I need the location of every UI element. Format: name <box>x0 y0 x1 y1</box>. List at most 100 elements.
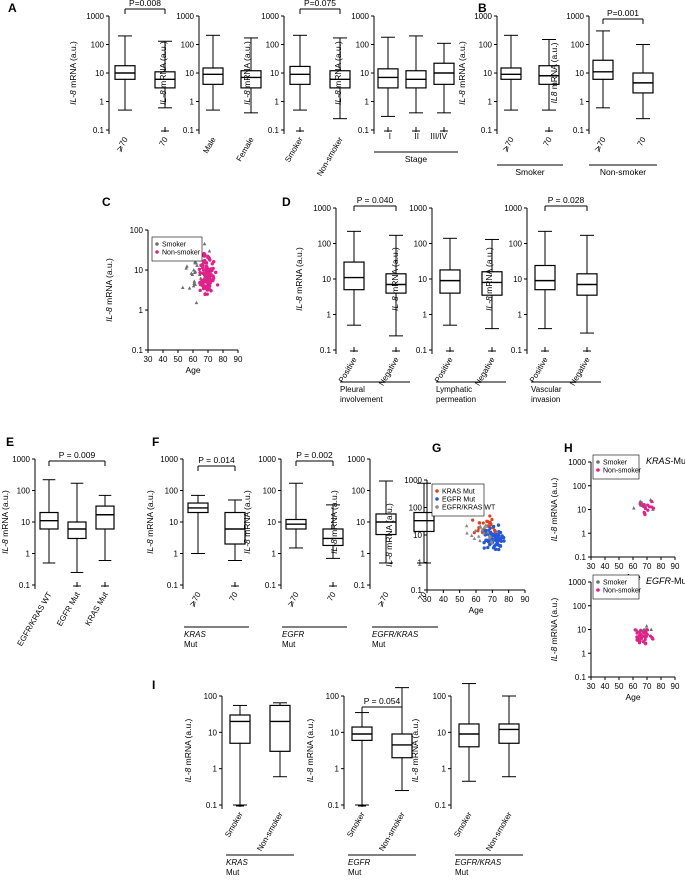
x-tick-label: 30 <box>587 562 596 571</box>
data-point-egfr <box>491 533 495 538</box>
y-tick-label: 1000 <box>404 476 422 485</box>
y-tick-label: 10 <box>134 266 143 275</box>
y-axis-label-gene: IL-8 <box>333 90 343 105</box>
y-axis-label-gene: IL-8 <box>484 296 494 311</box>
box-1 <box>592 30 614 109</box>
p-value-label: P = 0.054 <box>364 696 401 706</box>
data-point-nonsmoker <box>204 261 209 265</box>
group-label: Vascular <box>531 385 562 394</box>
box-1 <box>375 480 397 564</box>
y-tick-label: 10 <box>577 626 586 635</box>
data-point-wt <box>490 540 494 544</box>
y-tick-label: 0.1 <box>328 801 340 810</box>
y-axis-label-unit: mRNA (a.u.) <box>104 258 114 307</box>
legend-box <box>431 483 485 517</box>
panel-letter-D: D <box>282 195 291 209</box>
data-point-nonsmoker <box>643 506 648 511</box>
y-axis-label: IL-8 mRNA (a.u.) <box>390 247 400 311</box>
y-tick-label: 10 <box>330 728 339 737</box>
y-axis-label-unit: mRNA (a.u.) <box>329 490 339 539</box>
group-label: Mut <box>282 640 296 649</box>
x-category-label: Smoker <box>283 135 305 164</box>
data-point-nonsmoker <box>641 639 645 644</box>
panel-I-1-boxplot: 100 10 1 0.1 IL-8 mRNA (a.u.) Smoker Non-smoke… <box>183 692 294 877</box>
y-tick-label: 0.1 <box>268 126 280 135</box>
box-iqr <box>592 59 614 80</box>
y-tick-label: 10 <box>577 506 586 515</box>
y-tick-label: 100 <box>573 602 587 611</box>
data-point-wt <box>476 534 481 538</box>
x-tick-label: 90 <box>234 355 243 364</box>
data-point-smoker <box>632 506 636 510</box>
data-point-nonsmoker <box>208 269 213 273</box>
x-tick-label: 50 <box>174 355 183 364</box>
scatter-title-suffix: -Mut <box>671 576 685 586</box>
data-point-kras <box>489 523 493 527</box>
data-point-nonsmoker <box>641 504 645 508</box>
data-point-egfr <box>499 539 504 543</box>
group-label: Mut <box>455 868 469 877</box>
y-tick-label: 1 <box>361 550 366 559</box>
box-1 <box>39 479 59 564</box>
data-point-kras <box>471 518 475 522</box>
data-point-nonsmoker <box>646 508 650 512</box>
group-label: EGFR/KRAS <box>372 630 419 639</box>
group-label: Mut <box>226 868 240 877</box>
data-point-nonsmoker <box>638 502 642 506</box>
data-point-nonsmoker <box>202 258 207 263</box>
data-point-wt <box>480 527 485 532</box>
y-tick-label: 0.1 <box>93 126 105 135</box>
data-point-egfr <box>500 534 504 538</box>
y-tick-label: 0.1 <box>481 126 493 135</box>
scatter-title-gene: EGFR <box>646 576 672 586</box>
y-tick-label: 0.1 <box>416 346 428 355</box>
data-point-egfr <box>484 538 489 542</box>
box-2 <box>154 40 176 132</box>
group-label: invasion <box>531 395 560 404</box>
y-axis-label-gene: IL-8 <box>305 767 315 782</box>
data-point-nonsmoker <box>645 627 649 632</box>
y-axis-label: IL-8 mRNA (a.u.) <box>0 490 10 554</box>
y-axis-label-unit: mRNA (a.u.) <box>390 247 400 296</box>
x-category-label: 70 <box>541 135 554 148</box>
y-axis-label-unit: mRNA (a.u.) <box>294 247 304 296</box>
x-category-label: 70 <box>635 135 648 148</box>
x-tick-label: 70 <box>488 595 497 604</box>
y-tick-label: 1000 <box>504 204 522 213</box>
panel-E-1-boxplot: 1000 100 10 1 0.1 IL-8 mRNA (a.u.) EGFR/KRAS W… <box>0 450 115 648</box>
x-tick-label: 30 <box>423 595 432 604</box>
y-axis-label-gene: IL-8 <box>549 646 559 661</box>
x-tick-label: 60 <box>629 562 638 571</box>
y-tick-label: 1000 <box>347 455 365 464</box>
data-point-nonsmoker <box>211 276 216 280</box>
data-point-smoker <box>195 263 199 267</box>
y-tick-label: 0.1 <box>265 581 277 590</box>
data-point-wt <box>482 530 486 535</box>
data-point-nonsmoker <box>208 258 212 262</box>
data-point-kras <box>477 521 481 525</box>
data-point-smoker <box>649 627 654 632</box>
x-category-label: 70 <box>325 590 338 603</box>
box-3 <box>95 494 115 587</box>
y-tick-label: 100 <box>17 487 31 496</box>
box-2 <box>224 499 246 587</box>
x-axis-label: Age <box>185 365 200 375</box>
y-tick-label: 1 <box>580 98 585 107</box>
panel-I-3-boxplot: 100 10 1 0.1 IL-8 mRNA (a.u.) Smoker Non-smoke… <box>410 683 523 877</box>
legend-marker <box>435 505 439 509</box>
box-iqr <box>413 511 435 533</box>
legend-entry: Non-smoker <box>162 250 201 257</box>
y-axis-label-gene: IL-8 <box>183 767 193 782</box>
y-tick-label: 100 <box>414 240 428 249</box>
y-tick-label: 10 <box>208 728 217 737</box>
y-tick-label: 1 <box>518 311 523 320</box>
legend-entry: EGFR/KRAS WT <box>442 505 496 512</box>
data-point-smoker <box>192 279 197 283</box>
p-value-label: P=0.008 <box>129 0 161 8</box>
y-tick-label: 100 <box>433 692 447 701</box>
data-point-nonsmoker <box>206 267 210 271</box>
panel-letter-A: A <box>8 1 17 15</box>
data-point-wt <box>486 530 490 534</box>
data-point-egfr <box>496 523 501 527</box>
data-point-kras <box>488 514 492 518</box>
